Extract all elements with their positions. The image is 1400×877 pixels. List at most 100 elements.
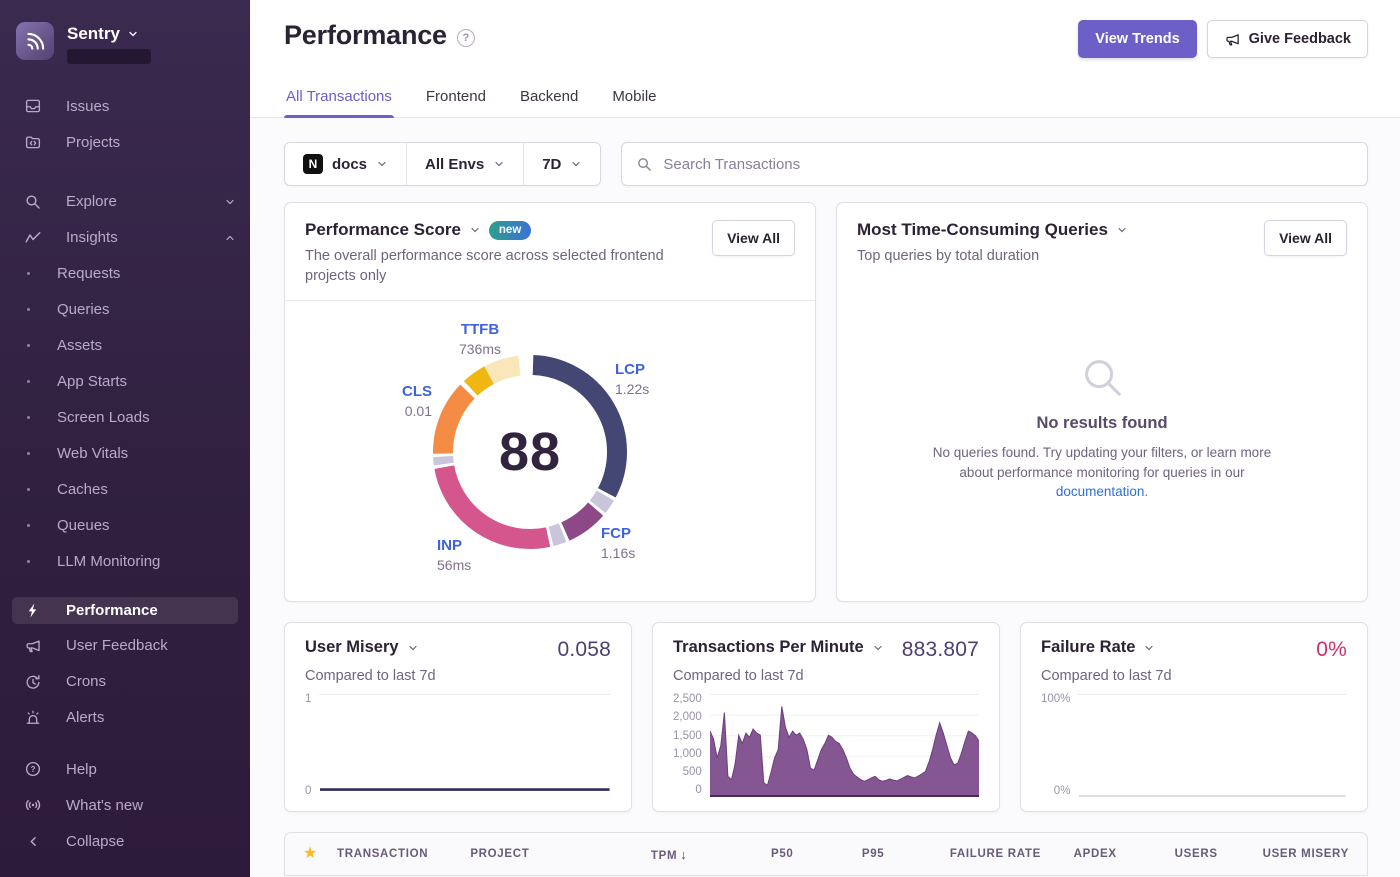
project-filter[interactable]: N docs [285,143,406,185]
chevron-down-icon [129,31,137,37]
sidebar-item-requests[interactable]: Requests [0,256,250,292]
transaction-search[interactable] [621,142,1368,186]
chevron-down-icon[interactable] [1116,224,1128,236]
sidebar-item-alerts[interactable]: Alerts [0,700,250,736]
org-name-placeholder [67,49,151,64]
performance-score-view-all-button[interactable]: View All [712,220,795,256]
star-icon[interactable]: ★ [303,845,318,862]
col-user-misery[interactable]: USER MISERY [1262,848,1349,860]
performance-score-subtitle: The overall performance score across sel… [305,248,664,284]
tpm-title: Transactions Per Minute [673,638,864,656]
sidebar-item-whats-new[interactable]: What's new [0,787,250,823]
chevron-down-icon [226,199,234,204]
chevron-down-icon[interactable] [407,642,419,654]
crons-icon [24,673,42,691]
date-range-filter[interactable]: 7D [523,143,600,185]
sidebar-item-help[interactable]: ? Help [0,751,250,787]
transactions-table: ★ TRANSACTION PROJECT TPM ↓ P50 P95 FAILU… [284,832,1368,876]
tpm-chart: 2,500 2,000 1,500 1,000 500 0 [673,693,979,797]
megaphone-icon [1225,33,1239,45]
performance-score-donut [433,355,627,550]
sidebar-item-insights[interactable]: Insights [0,220,250,256]
user-misery-card: User Misery 0.058 Compared to last 7d 1 … [284,622,632,812]
sidebar-collapse-button[interactable]: Collapse [0,823,250,859]
col-p95[interactable]: P95 [861,848,885,860]
sidebar-item-caches[interactable]: Caches [0,472,250,508]
tab-all-transactions[interactable]: All Transactions [284,82,394,118]
failure-rate-title: Failure Rate [1041,638,1136,656]
sidebar-item-queues[interactable]: Queues [0,508,250,544]
sidebar-item-assets[interactable]: Assets [0,328,250,364]
user-misery-chart: 1 0 [305,693,611,797]
page-title: Performance [284,20,447,50]
sidebar-item-performance[interactable]: Performance [12,596,238,624]
sidebar-item-projects[interactable]: Projects [0,124,250,160]
sidebar-item-explore[interactable]: Explore [0,184,250,220]
queries-empty-state: No results found No queries found. Try u… [837,281,1367,601]
col-p50[interactable]: P50 [770,848,794,860]
view-trends-button[interactable]: View Trends [1078,20,1197,58]
tpm-card: Transactions Per Minute 883.807 Compared… [652,622,1000,812]
chevron-down-icon[interactable] [872,642,884,654]
search-empty-icon [1085,360,1121,396]
sort-desc-icon: ↓ [680,846,688,862]
performance-score-card: Performance Score new The overall perfor… [284,202,816,602]
vital-lcp: LCP 1.22s [615,361,650,397]
col-users[interactable]: USERS [1174,848,1218,860]
sentry-logo [16,22,54,60]
queries-card-title: Most Time-Consuming Queries [857,220,1108,239]
sidebar-item-crons[interactable]: Crons [0,664,250,700]
sidebar-item-llm-monitoring[interactable]: LLM Monitoring [0,544,250,580]
failure-rate-value: 0% [1316,638,1347,661]
environment-filter[interactable]: All Envs [406,143,523,185]
project-platform-icon: N [303,154,323,174]
chevron-down-icon[interactable] [1143,642,1155,654]
explore-icon [24,193,42,211]
performance-icon [24,602,42,619]
sidebar-item-web-vitals[interactable]: Web Vitals [0,436,250,472]
performance-score-value: 88 [498,422,562,483]
org-switcher[interactable]: Sentry [0,14,250,64]
chevron-down-icon [378,161,386,167]
tab-mobile[interactable]: Mobile [612,88,657,105]
vital-fcp: FCP 1.16s [601,525,636,561]
collapse-icon [24,832,42,850]
sidebar-item-user-feedback[interactable]: User Feedback [0,628,250,664]
page-help-icon[interactable]: ? [456,28,475,47]
user-feedback-icon [24,637,42,655]
col-transaction[interactable]: TRANSACTION [337,848,429,860]
svg-text:?: ? [31,765,36,774]
queries-view-all-button[interactable]: View All [1264,220,1347,256]
col-failure-rate[interactable]: FAILURE RATE [949,848,1041,860]
chevron-down-icon [495,161,503,167]
queries-card: Most Time-Consuming Queries Top queries … [836,202,1368,602]
main-content: Performance ? View Trends Give Feedback … [250,0,1400,877]
empty-state-title: No results found [1036,413,1168,432]
tab-backend[interactable]: Backend [519,88,579,105]
documentation-link[interactable]: documentation [1055,484,1145,500]
chevron-down-icon [572,161,580,167]
chevron-up-icon [226,235,234,240]
tab-frontend[interactable]: Frontend [425,88,486,105]
col-project[interactable]: PROJECT [470,848,530,860]
tpm-value: 883.807 [901,638,979,661]
sidebar-item-app-starts[interactable]: App Starts [0,364,250,400]
empty-state-body: No queries found. Try updating your filt… [932,444,1272,500]
sidebar-item-screen-loads[interactable]: Screen Loads [0,400,250,436]
col-apdex[interactable]: APDEX [1073,848,1117,860]
sidebar-item-queries[interactable]: Queries [0,292,250,328]
give-feedback-button[interactable]: Give Feedback [1206,20,1368,58]
search-input[interactable] [663,155,1353,173]
col-tpm[interactable]: TPM ↓ [650,846,688,862]
failure-rate-chart: 100% 0% [1041,693,1347,797]
org-name: Sentry [67,24,120,43]
performance-score-title: Performance Score [305,220,461,239]
alerts-icon [24,709,42,727]
chevron-down-icon[interactable] [469,224,481,236]
sidebar-item-issues[interactable]: Issues [0,88,250,124]
tab-bar: All Transactions Frontend Backend Mobile [250,82,1400,118]
page-filter-bar: N docs All Envs 7D [284,142,602,186]
performance-score-chart: 88 TTFB 736ms LCP 1.22s CLS 0.01 [285,301,815,601]
sidebar: Sentry Issues Projects Explore [0,0,250,877]
issues-icon [24,97,42,115]
